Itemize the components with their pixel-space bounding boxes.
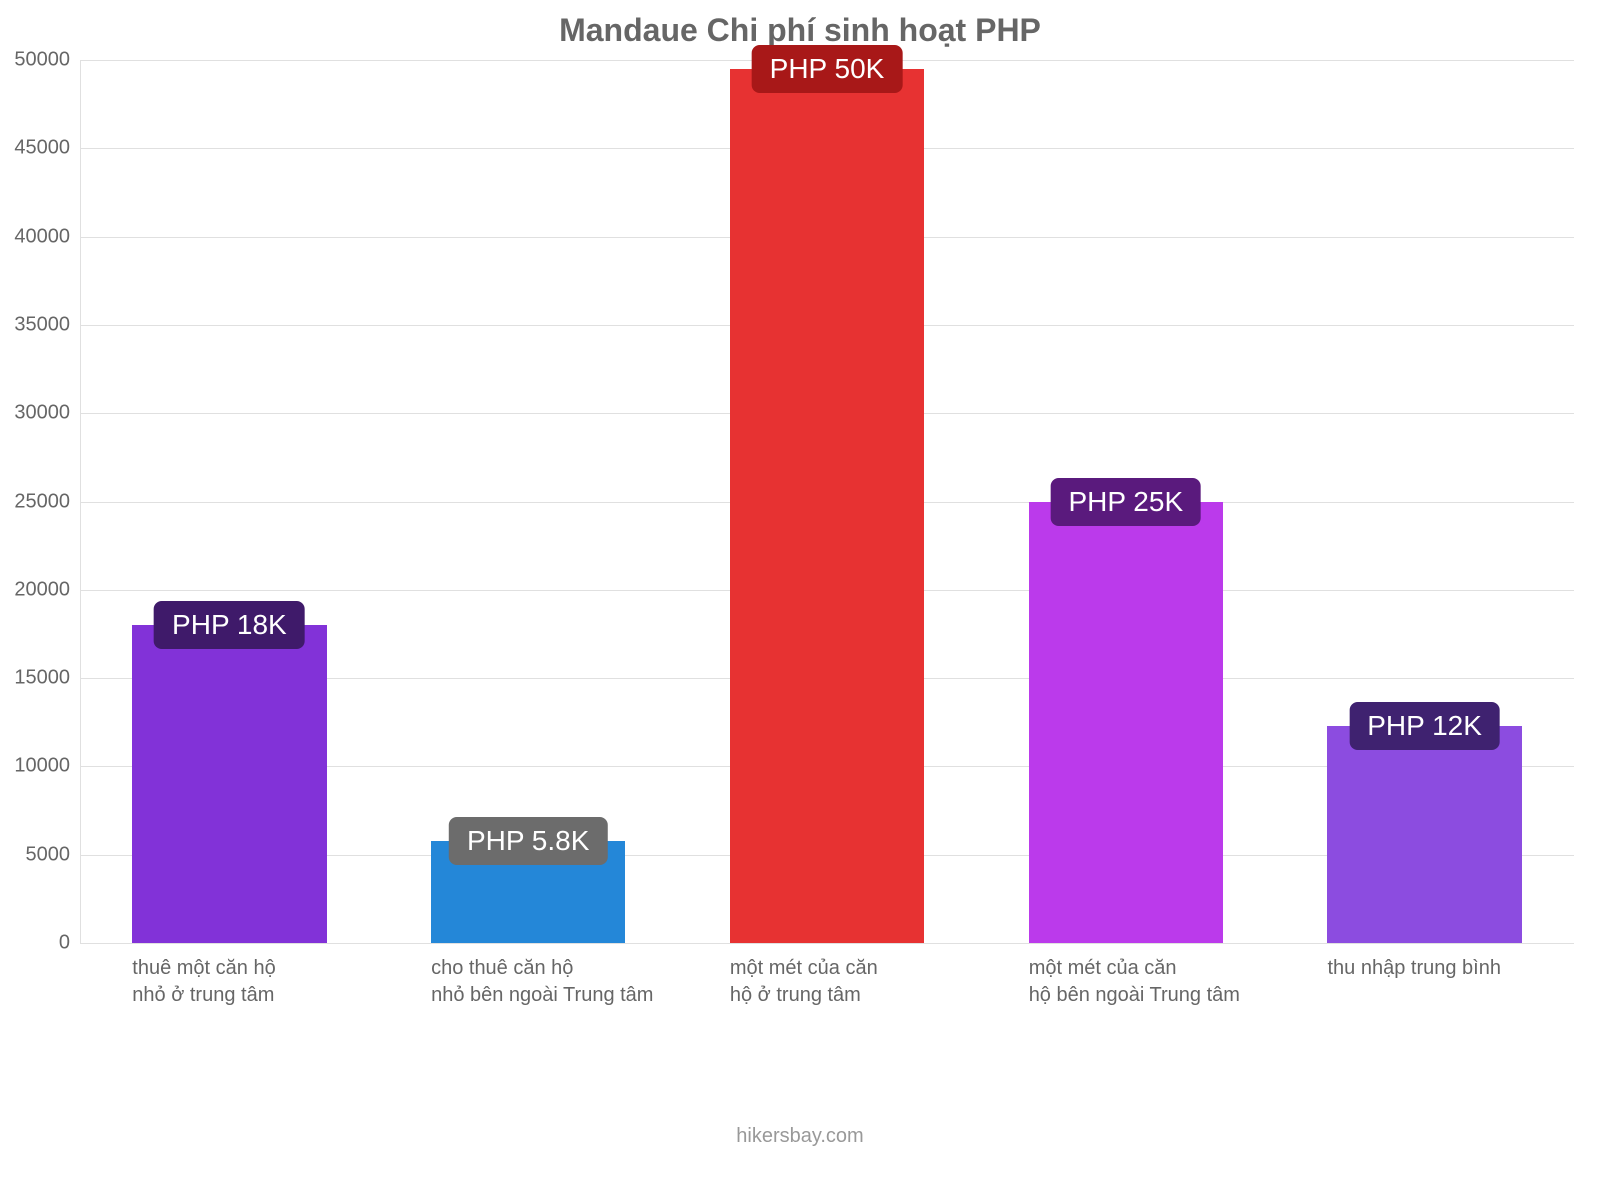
y-tick-label: 10000 xyxy=(14,755,80,778)
y-tick-label: 50000 xyxy=(14,49,80,72)
value-badge: PHP 50K xyxy=(752,45,903,93)
bar: PHP 5.8K xyxy=(431,841,625,943)
chart-title: Mandaue Chi phí sinh hoạt PHP xyxy=(0,0,1600,49)
value-badge: PHP 25K xyxy=(1050,478,1201,526)
value-badge: PHP 18K xyxy=(154,601,305,649)
y-tick-label: 5000 xyxy=(26,843,81,866)
cost-of-living-chart: Mandaue Chi phí sinh hoạt PHP 0500010000… xyxy=(0,0,1600,1200)
y-tick-label: 25000 xyxy=(14,490,80,513)
y-tick-label: 35000 xyxy=(14,313,80,336)
x-tick-label: thuê một căn hộnhỏ ở trung tâm xyxy=(132,943,431,1009)
y-tick-label: 0 xyxy=(59,932,80,955)
value-badge: PHP 5.8K xyxy=(449,817,607,865)
y-tick-label: 40000 xyxy=(14,225,80,248)
value-badge: PHP 12K xyxy=(1349,702,1500,750)
y-tick-label: 20000 xyxy=(14,578,80,601)
x-tick-label: thu nhập trung bình xyxy=(1327,943,1600,982)
bar: PHP 18K xyxy=(132,625,326,943)
attribution-text: hikersbay.com xyxy=(0,1125,1600,1148)
x-tick-label: một mét của cănhộ bên ngoài Trung tâm xyxy=(1029,943,1328,1009)
y-axis-line xyxy=(80,60,81,943)
x-tick-label: một mét của cănhộ ở trung tâm xyxy=(730,943,1029,1009)
plot-area: 0500010000150002000025000300003500040000… xyxy=(80,60,1574,943)
bar: PHP 50K xyxy=(730,69,924,943)
y-tick-label: 45000 xyxy=(14,137,80,160)
y-tick-label: 15000 xyxy=(14,667,80,690)
x-tick-label: cho thuê căn hộnhỏ bên ngoài Trung tâm xyxy=(431,943,730,1009)
bar: PHP 12K xyxy=(1327,726,1521,943)
bar: PHP 25K xyxy=(1029,502,1223,944)
y-tick-label: 30000 xyxy=(14,402,80,425)
